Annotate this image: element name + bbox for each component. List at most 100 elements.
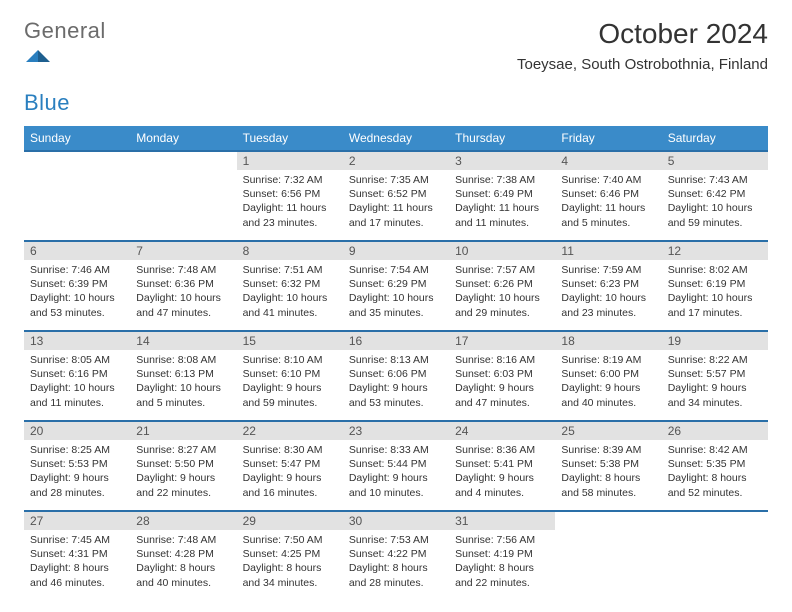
sunrise-text: Sunrise: 8:42 AM [668, 443, 762, 457]
calendar-page: GeneralBlue October 2024 Toeysae, South … [0, 0, 792, 609]
daylight-text-1: Daylight: 10 hours [136, 381, 230, 395]
day-number: 16 [343, 332, 449, 350]
calendar-cell: 16Sunrise: 8:13 AMSunset: 6:06 PMDayligh… [343, 331, 449, 421]
day-body: Sunrise: 8:19 AMSunset: 6:00 PMDaylight:… [555, 350, 661, 413]
calendar-cell: 15Sunrise: 8:10 AMSunset: 6:10 PMDayligh… [237, 331, 343, 421]
daylight-text-1: Daylight: 8 hours [136, 561, 230, 575]
calendar-table: Sunday Monday Tuesday Wednesday Thursday… [24, 126, 768, 599]
daylight-text-2: and 23 minutes. [243, 216, 337, 230]
daylight-text-1: Daylight: 8 hours [668, 471, 762, 485]
calendar-cell: 2Sunrise: 7:35 AMSunset: 6:52 PMDaylight… [343, 151, 449, 241]
daylight-text-2: and 41 minutes. [243, 306, 337, 320]
calendar-cell: 28Sunrise: 7:48 AMSunset: 4:28 PMDayligh… [130, 511, 236, 599]
day-body: Sunrise: 8:39 AMSunset: 5:38 PMDaylight:… [555, 440, 661, 503]
day-body: Sunrise: 8:22 AMSunset: 5:57 PMDaylight:… [662, 350, 768, 413]
daylight-text-1: Daylight: 8 hours [349, 561, 443, 575]
weekday-header: Thursday [449, 126, 555, 151]
calendar-week-row: 6Sunrise: 7:46 AMSunset: 6:39 PMDaylight… [24, 241, 768, 331]
day-body: Sunrise: 8:05 AMSunset: 6:16 PMDaylight:… [24, 350, 130, 413]
day-number: 11 [555, 242, 661, 260]
calendar-cell: 5Sunrise: 7:43 AMSunset: 6:42 PMDaylight… [662, 151, 768, 241]
sunrise-text: Sunrise: 8:02 AM [668, 263, 762, 277]
sunset-text: Sunset: 6:29 PM [349, 277, 443, 291]
daylight-text-2: and 59 minutes. [668, 216, 762, 230]
sunset-text: Sunset: 6:23 PM [561, 277, 655, 291]
calendar-week-row: 1Sunrise: 7:32 AMSunset: 6:56 PMDaylight… [24, 151, 768, 241]
sunrise-text: Sunrise: 8:36 AM [455, 443, 549, 457]
day-body: Sunrise: 8:33 AMSunset: 5:44 PMDaylight:… [343, 440, 449, 503]
calendar-cell: 18Sunrise: 8:19 AMSunset: 6:00 PMDayligh… [555, 331, 661, 421]
day-number: 6 [24, 242, 130, 260]
sunrise-text: Sunrise: 7:59 AM [561, 263, 655, 277]
calendar-cell: 29Sunrise: 7:50 AMSunset: 4:25 PMDayligh… [237, 511, 343, 599]
logo-mark-icon [24, 44, 106, 64]
day-number: 3 [449, 152, 555, 170]
calendar-cell: 7Sunrise: 7:48 AMSunset: 6:36 PMDaylight… [130, 241, 236, 331]
calendar-cell: 14Sunrise: 8:08 AMSunset: 6:13 PMDayligh… [130, 331, 236, 421]
daylight-text-2: and 5 minutes. [561, 216, 655, 230]
day-body: Sunrise: 7:48 AMSunset: 6:36 PMDaylight:… [130, 260, 236, 323]
sunset-text: Sunset: 5:47 PM [243, 457, 337, 471]
weekday-header: Sunday [24, 126, 130, 151]
day-number: 19 [662, 332, 768, 350]
day-number: 5 [662, 152, 768, 170]
sunrise-text: Sunrise: 8:05 AM [30, 353, 124, 367]
day-number: 24 [449, 422, 555, 440]
day-body: Sunrise: 8:16 AMSunset: 6:03 PMDaylight:… [449, 350, 555, 413]
daylight-text-2: and 47 minutes. [455, 396, 549, 410]
daylight-text-2: and 22 minutes. [455, 576, 549, 590]
day-number: 22 [237, 422, 343, 440]
sunrise-text: Sunrise: 8:22 AM [668, 353, 762, 367]
calendar-cell: 30Sunrise: 7:53 AMSunset: 4:22 PMDayligh… [343, 511, 449, 599]
day-number: 18 [555, 332, 661, 350]
sunset-text: Sunset: 6:16 PM [30, 367, 124, 381]
daylight-text-2: and 4 minutes. [455, 486, 549, 500]
sunset-text: Sunset: 4:22 PM [349, 547, 443, 561]
day-number: 14 [130, 332, 236, 350]
sunset-text: Sunset: 6:52 PM [349, 187, 443, 201]
sunset-text: Sunset: 5:53 PM [30, 457, 124, 471]
day-body: Sunrise: 7:50 AMSunset: 4:25 PMDaylight:… [237, 530, 343, 593]
day-number: 13 [24, 332, 130, 350]
daylight-text-1: Daylight: 10 hours [668, 201, 762, 215]
daylight-text-2: and 22 minutes. [136, 486, 230, 500]
calendar-cell: 13Sunrise: 8:05 AMSunset: 6:16 PMDayligh… [24, 331, 130, 421]
day-body: Sunrise: 8:10 AMSunset: 6:10 PMDaylight:… [237, 350, 343, 413]
day-body: Sunrise: 7:45 AMSunset: 4:31 PMDaylight:… [24, 530, 130, 593]
day-body: Sunrise: 7:43 AMSunset: 6:42 PMDaylight:… [662, 170, 768, 233]
logo-text-blue: Blue [24, 90, 70, 115]
sunrise-text: Sunrise: 8:08 AM [136, 353, 230, 367]
sunrise-text: Sunrise: 7:45 AM [30, 533, 124, 547]
title-block: October 2024 Toeysae, South Ostrobothnia… [517, 18, 768, 73]
sunset-text: Sunset: 5:41 PM [455, 457, 549, 471]
sunrise-text: Sunrise: 7:38 AM [455, 173, 549, 187]
calendar-cell: 22 Sunrise: 8:30 AMSunset: 5:47 PMDayligh… [237, 421, 343, 511]
daylight-text-2: and 59 minutes. [243, 396, 337, 410]
daylight-text-2: and 29 minutes. [455, 306, 549, 320]
daylight-text-1: Daylight: 10 hours [136, 291, 230, 305]
day-body: Sunrise: 7:38 AMSunset: 6:49 PMDaylight:… [449, 170, 555, 233]
daylight-text-1: Daylight: 11 hours [243, 201, 337, 215]
daylight-text-1: Daylight: 9 hours [243, 471, 337, 485]
day-number: 8 [237, 242, 343, 260]
daylight-text-2: and 34 minutes. [243, 576, 337, 590]
daylight-text-1: Daylight: 8 hours [561, 471, 655, 485]
daylight-text-2: and 16 minutes. [243, 486, 337, 500]
calendar-cell [555, 511, 661, 599]
calendar-week-row: 20Sunrise: 8:25 AMSunset: 5:53 PMDayligh… [24, 421, 768, 511]
sunset-text: Sunset: 6:26 PM [455, 277, 549, 291]
day-body: Sunrise: 7:48 AMSunset: 4:28 PMDaylight:… [130, 530, 236, 593]
sunset-text: Sunset: 6:03 PM [455, 367, 549, 381]
daylight-text-2: and 35 minutes. [349, 306, 443, 320]
sunset-text: Sunset: 5:50 PM [136, 457, 230, 471]
day-body: Sunrise: 7:59 AMSunset: 6:23 PMDaylight:… [555, 260, 661, 323]
day-body: Sunrise: 7:35 AMSunset: 6:52 PMDaylight:… [343, 170, 449, 233]
day-number: 17 [449, 332, 555, 350]
sunrise-text: Sunrise: 8:27 AM [136, 443, 230, 457]
daylight-text-1: Daylight: 10 hours [243, 291, 337, 305]
daylight-text-2: and 34 minutes. [668, 396, 762, 410]
daylight-text-2: and 58 minutes. [561, 486, 655, 500]
sunset-text: Sunset: 4:28 PM [136, 547, 230, 561]
sunrise-text: Sunrise: 7:43 AM [668, 173, 762, 187]
sunrise-text: Sunrise: 8:30 AM [243, 443, 337, 457]
